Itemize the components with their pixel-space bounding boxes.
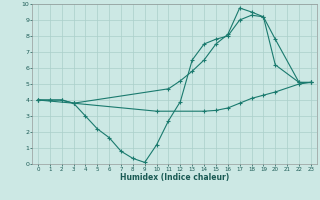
X-axis label: Humidex (Indice chaleur): Humidex (Indice chaleur) (120, 173, 229, 182)
